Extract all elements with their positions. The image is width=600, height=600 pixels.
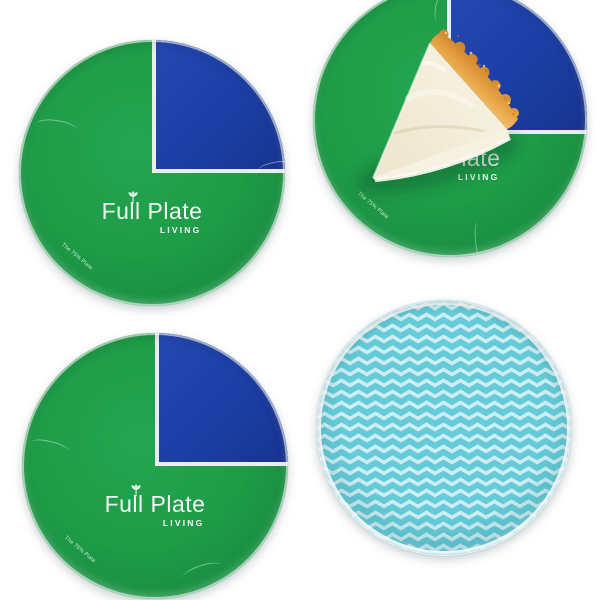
glass-reflection [180,559,224,584]
blue-quadrant [152,40,285,173]
logo-text: Full Plate [101,197,203,224]
glass-reflection [29,436,71,459]
plate-top-right-with-cheesecake: Full Plate LIVING The 75% Plate [313,0,587,257]
plate-bottom-right-chevron [316,300,572,556]
bottom-lip [374,136,511,182]
full-plate-logo: Full Plate LIVING [104,483,206,528]
logo-wordmark: Full Plate [104,483,206,517]
plate-top-left: Full Plate LIVING The 75% Plate [19,40,285,306]
edge-highlight [372,42,431,179]
logo-subtext: LIVING [162,517,205,528]
plate-rim [318,302,570,554]
logo-wordmark: Full Plate [101,190,203,224]
logo-text: Full Plate [104,490,206,517]
cream-streak [405,88,474,108]
sprout-leaf-icon [131,483,141,496]
cheesecake-slice [356,29,520,193]
cut-face [373,129,510,180]
rim-caption: The 75% Plate [63,535,97,565]
blue-quadrant [155,333,288,466]
sprout-leaf-icon [128,190,138,203]
logo-subtext: LIVING [159,224,202,235]
plate-bottom-left: Full Plate LIVING The 75% Plate [22,333,288,599]
chevron-pattern [317,301,571,555]
crust [430,29,519,129]
crust-speckles [449,34,515,116]
crust-highlights [444,31,511,105]
glass-reflection [34,117,78,138]
rim-caption: The 75% Plate [60,242,94,272]
cream-streak [393,125,485,135]
logo-subtext: LIVING [457,172,500,183]
full-plate-logo: Full Plate LIVING [101,190,203,235]
cream-streak [421,60,447,73]
